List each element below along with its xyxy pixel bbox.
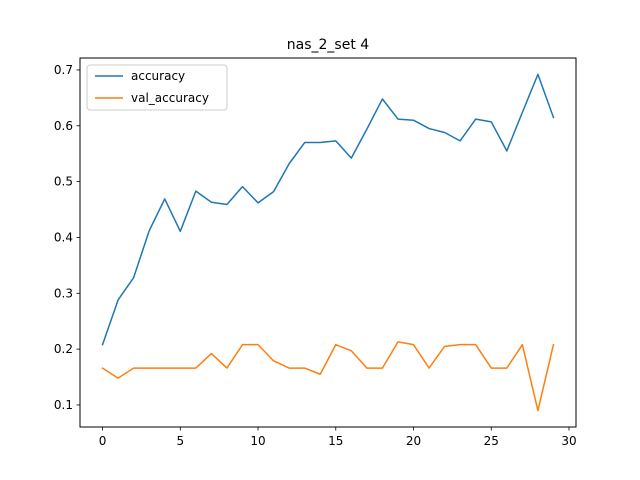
legend: accuracy val_accuracy	[86, 64, 228, 111]
y-tick-label: 0.5	[54, 175, 73, 189]
x-tick-label: 25	[484, 434, 499, 448]
legend-label-accuracy: accuracy	[131, 69, 185, 83]
y-axis: 0.1 0.2 0.3 0.4 0.5 0.6 0.7	[54, 63, 80, 412]
y-tick-label: 0.3	[54, 286, 73, 300]
series-line-val-accuracy	[101, 341, 555, 412]
series-line-accuracy	[101, 73, 555, 346]
y-tick-label: 0.6	[54, 119, 73, 133]
y-tick-label: 0.1	[54, 398, 73, 412]
chart-title: nas_2_set 4	[287, 37, 370, 53]
legend-label-val-accuracy: val_accuracy	[131, 91, 209, 105]
y-tick-label: 0.2	[54, 342, 73, 356]
y-tick-label: 0.7	[54, 63, 73, 77]
series-layer	[101, 73, 555, 412]
x-tick-label: 20	[406, 434, 421, 448]
plot-area-frame	[79, 57, 577, 428]
x-tick-label: 10	[250, 434, 265, 448]
x-tick-label: 0	[99, 434, 107, 448]
x-axis: 0 5 10 15 20 25 30	[99, 427, 577, 448]
x-tick-label: 5	[176, 434, 184, 448]
x-tick-label: 15	[328, 434, 343, 448]
y-tick-label: 0.4	[54, 230, 73, 244]
x-tick-label: 30	[561, 434, 576, 448]
